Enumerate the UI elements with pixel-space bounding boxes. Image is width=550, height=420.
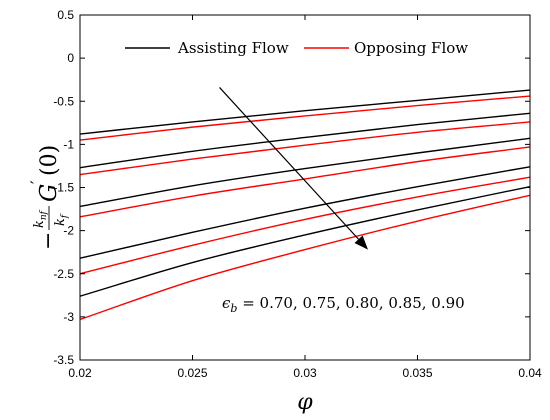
- annotation-arrow-head: [354, 235, 368, 250]
- series-layer: [79, 89, 531, 321]
- y-tick-label: 0.5: [57, 8, 74, 22]
- series-line-assisting-flow-2: [79, 112, 531, 169]
- series-line-assisting-flow-3: [79, 137, 531, 208]
- y-tick-label: -3: [63, 310, 74, 324]
- annotation-values: = 0.70, 0.75, 0.80, 0.85, 0.90: [237, 294, 464, 312]
- y-label-prime: ′: [27, 180, 46, 184]
- y-label-minus: −: [36, 232, 61, 250]
- y-axis-label: − knf kf G ′ (0): [27, 145, 70, 250]
- x-tick-label: 0.025: [177, 366, 207, 380]
- series-line-assisting-flow-5: [79, 185, 531, 297]
- legend-label-assisting-flow: Assisting Flow: [177, 39, 289, 57]
- series-line-opposing-flow-5: [79, 194, 531, 321]
- legend-box: [113, 34, 499, 64]
- epsilon-symbol: ϵ: [222, 294, 231, 312]
- epsilon-subscript: b: [230, 302, 237, 315]
- series-line-assisting-flow-4: [79, 166, 531, 259]
- y-tick-label: -1.5: [53, 181, 74, 195]
- y-tick-label: -0.5: [53, 94, 74, 108]
- series-line-opposing-flow-1: [79, 95, 531, 141]
- series-line-opposing-flow-2: [79, 121, 531, 176]
- annotation-arrow-shaft: [219, 87, 359, 240]
- x-tick-label: 0.04: [518, 366, 542, 380]
- annotation-label: ϵb = 0.70, 0.75, 0.80, 0.85, 0.90: [222, 294, 465, 315]
- x-axis-label: φ: [297, 390, 313, 415]
- legend: Assisting Flow Opposing Flow: [113, 34, 499, 64]
- series-line-opposing-flow-4: [79, 176, 531, 275]
- axes: 0.02 0.025 0.03 0.035 0.04 0.5 0 -0.5 -1 -1.5 -2 -…: [53, 8, 542, 380]
- y-label-func: G: [36, 184, 62, 202]
- y-tick-label: -1: [63, 137, 74, 151]
- y-label-arg: (0): [37, 145, 62, 176]
- y-tick-label: -2: [63, 224, 74, 238]
- annotation: ϵb = 0.70, 0.75, 0.80, 0.85, 0.90: [219, 87, 465, 315]
- y-tick-label: -3.5: [53, 353, 74, 367]
- series-line-assisting-flow-1: [79, 89, 531, 135]
- y-label-frac-num: knf: [32, 209, 49, 228]
- x-ticks: 0.02 0.025 0.03 0.035 0.04: [68, 15, 542, 380]
- y-ticks: 0.5 0 -0.5 -1 -1.5 -2 -2.5 -3 -3.5: [53, 8, 530, 367]
- y-tick-label: 0: [67, 51, 74, 65]
- series-line-opposing-flow-3: [79, 146, 531, 218]
- x-tick-label: 0.03: [293, 366, 317, 380]
- y-label-frac-den: kf: [53, 213, 70, 226]
- y-tick-label: -2.5: [53, 267, 74, 281]
- legend-label-opposing-flow: Opposing Flow: [354, 39, 468, 57]
- x-tick-label: 0.035: [402, 366, 432, 380]
- x-tick-label: 0.02: [68, 366, 92, 380]
